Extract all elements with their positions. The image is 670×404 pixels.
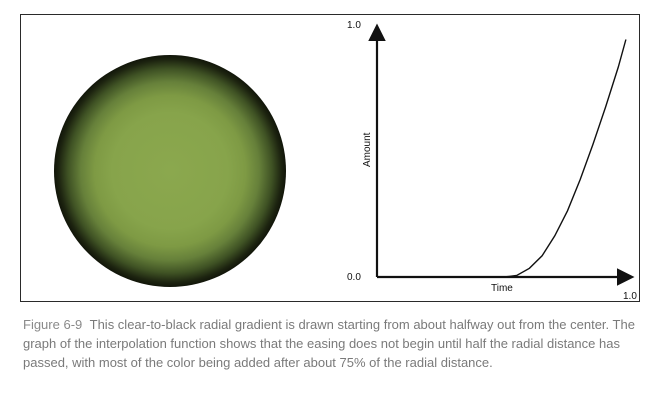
radial-gradient-circle [54, 55, 286, 287]
figure-frame: 1.0 0.0 1.0 Time Amount [20, 14, 640, 302]
interpolation-curve [377, 39, 627, 278]
interpolation-graph: 1.0 0.0 1.0 Time Amount [347, 20, 637, 302]
x-axis-end-label: 1.0 [623, 291, 637, 302]
y-axis-top-label: 1.0 [347, 20, 361, 31]
y-axis-title: Amount [362, 132, 373, 167]
y-axis-origin-label: 0.0 [347, 272, 361, 283]
figure-label: Figure 6-9 [23, 317, 83, 332]
caption-text: This clear-to-black radial gradient is d… [23, 317, 635, 370]
x-axis-title: Time [491, 283, 513, 294]
figure-caption: Figure 6-9 This clear-to-black radial gr… [23, 315, 645, 372]
